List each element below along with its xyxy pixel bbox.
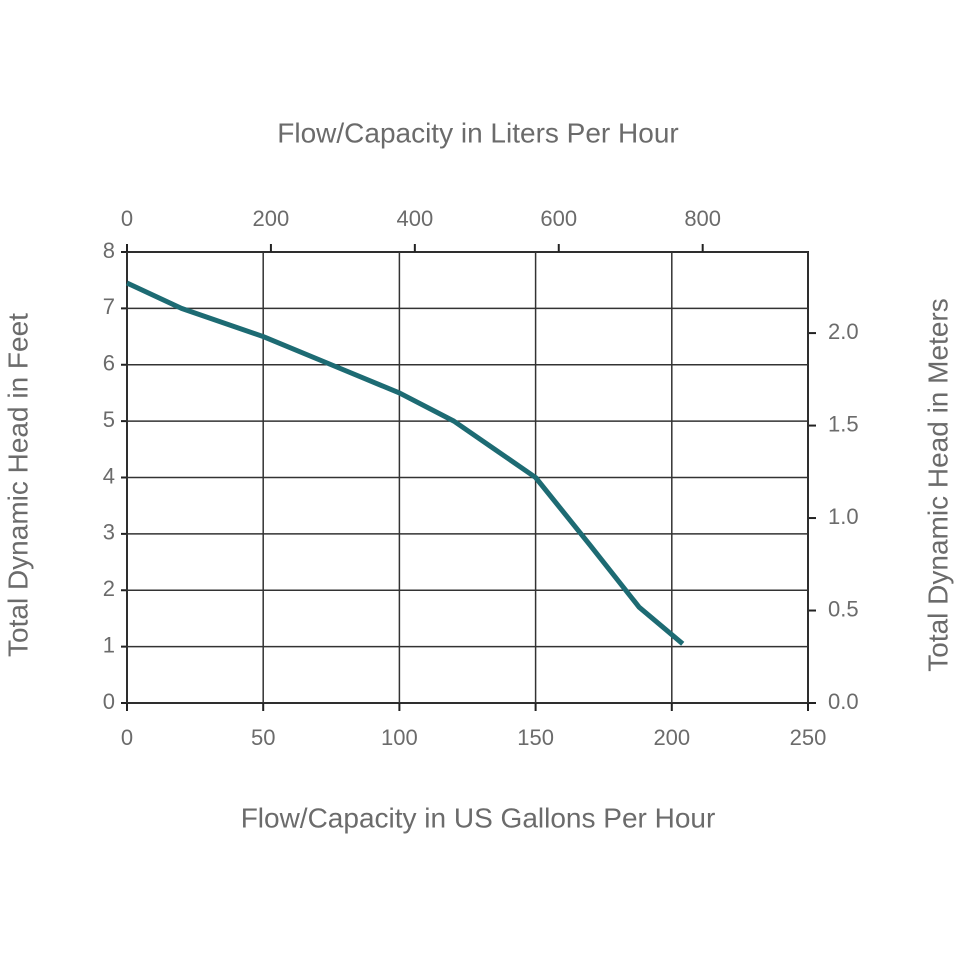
x-tick-label: 150 (517, 725, 554, 750)
x-tick-label: 50 (251, 725, 275, 750)
y-tick-label: 7 (103, 294, 115, 319)
x2-tick-label: 400 (396, 206, 433, 231)
x-tick-label: 250 (790, 725, 827, 750)
y2-tick-label: 0.5 (828, 596, 859, 621)
top-axis-title: Flow/Capacity in Liters Per Hour (277, 117, 678, 148)
y2-tick-label: 0.0 (828, 689, 859, 714)
x-tick-label: 0 (121, 725, 133, 750)
x2-tick-label: 200 (253, 206, 290, 231)
x2-tick-label: 800 (684, 206, 721, 231)
y-tick-label: 0 (103, 689, 115, 714)
y-tick-label: 2 (103, 576, 115, 601)
y2-tick-label: 2.0 (828, 319, 859, 344)
y-tick-label: 5 (103, 407, 115, 432)
y-tick-label: 4 (103, 463, 115, 488)
y-tick-label: 6 (103, 351, 115, 376)
y2-tick-label: 1.5 (828, 411, 859, 436)
y-axis-title: Total Dynamic Head in Feet (2, 313, 33, 657)
y-tick-label: 1 (103, 632, 115, 657)
x2-tick-label: 0 (121, 206, 133, 231)
y2-axis-title: Total Dynamic Head in Meters (922, 298, 953, 671)
pump-curve (125, 280, 685, 646)
x2-tick-label: 600 (540, 206, 577, 231)
y-tick-label: 3 (103, 520, 115, 545)
x-tick-label: 100 (381, 725, 418, 750)
x-axis-title: Flow/Capacity in US Gallons Per Hour (241, 802, 716, 833)
y-tick-label: 8 (103, 238, 115, 263)
x-tick-label: 200 (653, 725, 690, 750)
y2-tick-label: 1.0 (828, 504, 859, 529)
